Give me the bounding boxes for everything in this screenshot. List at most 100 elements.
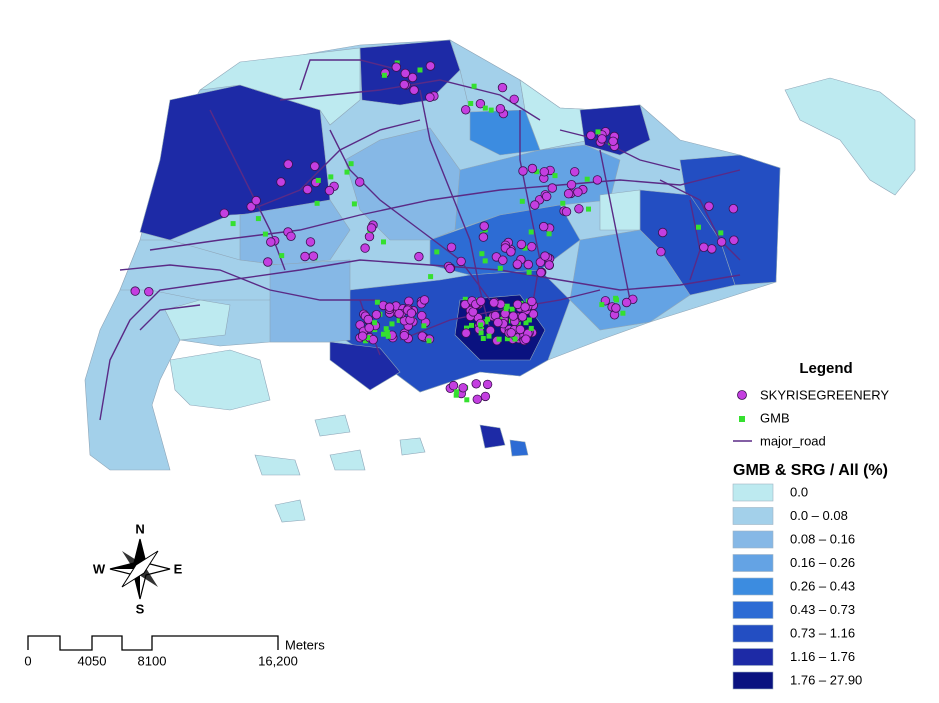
class-label: 0.0 – 0.08 bbox=[790, 508, 848, 523]
region bbox=[509, 439, 529, 457]
skyrise-point bbox=[493, 317, 503, 328]
skyrise-point bbox=[302, 184, 313, 195]
classification-title: GMB & SRG / All (%) bbox=[733, 462, 888, 479]
skyrise-point bbox=[704, 201, 714, 212]
gmb-point bbox=[468, 101, 474, 106]
compass: N S E W bbox=[93, 521, 183, 616]
region bbox=[169, 349, 271, 411]
gmb-point bbox=[586, 206, 591, 212]
skyrise-point bbox=[471, 379, 481, 389]
skyrise-point bbox=[456, 256, 466, 267]
skyrise-point bbox=[573, 187, 583, 197]
class-swatch bbox=[732, 648, 774, 666]
region bbox=[479, 424, 506, 449]
skyrise-point bbox=[611, 303, 621, 313]
gmb-point bbox=[528, 229, 534, 235]
skyrise-point bbox=[417, 311, 427, 321]
skyrise-point bbox=[461, 105, 471, 115]
gmb-point bbox=[462, 296, 468, 302]
gmb-point bbox=[526, 269, 532, 275]
region bbox=[329, 449, 366, 471]
skyrise-point bbox=[445, 263, 455, 274]
skyrise-point bbox=[384, 302, 395, 313]
gmb-point bbox=[482, 258, 488, 264]
gmb-point bbox=[488, 107, 494, 113]
compass-label: N bbox=[135, 521, 144, 536]
skyrise-point bbox=[363, 314, 374, 325]
skyrise-point bbox=[478, 232, 489, 242]
gmb-point bbox=[526, 317, 532, 323]
skyrise-point bbox=[547, 183, 558, 193]
major-road bbox=[139, 304, 201, 331]
skyrise-point bbox=[540, 251, 550, 261]
gmb-point bbox=[262, 231, 268, 237]
skyrise-point bbox=[364, 323, 374, 333]
class-legend: 0.0 0.0 – 0.08 0.08 – 0.16 0.16 – 0.26 0.26 … bbox=[732, 483, 862, 690]
region bbox=[164, 299, 231, 341]
skyrise-point bbox=[561, 206, 572, 217]
gmb-point bbox=[528, 325, 534, 331]
region bbox=[599, 189, 641, 231]
skyrise-point bbox=[399, 79, 410, 90]
gmb-point bbox=[479, 251, 485, 257]
skyrise-point bbox=[360, 243, 370, 253]
class-swatch bbox=[732, 483, 774, 502]
gmb-point bbox=[620, 310, 626, 316]
skyrise-point bbox=[506, 328, 516, 338]
compass-label: S bbox=[136, 601, 145, 616]
skyrise-point bbox=[586, 130, 596, 141]
skyrise-point bbox=[495, 103, 506, 114]
gmb-point bbox=[478, 330, 484, 336]
major-road bbox=[299, 59, 401, 91]
gmb-point bbox=[482, 105, 488, 111]
skyrise-point bbox=[324, 185, 335, 196]
scale-label: 0 bbox=[24, 653, 31, 668]
skyrise-point bbox=[461, 328, 471, 338]
skyrise-point bbox=[699, 242, 709, 253]
gmb-point bbox=[328, 174, 334, 180]
skyrise-point bbox=[394, 309, 404, 319]
gmb-point bbox=[696, 224, 701, 230]
skyrise-point bbox=[357, 331, 368, 341]
major-road bbox=[599, 149, 631, 301]
gmb-point bbox=[504, 336, 510, 342]
gmb-point bbox=[523, 320, 529, 326]
skyrise-point bbox=[300, 251, 310, 262]
skyrise-point bbox=[476, 296, 486, 307]
skyrise-point bbox=[286, 231, 296, 242]
gmb-point bbox=[389, 321, 395, 327]
skyrise-point bbox=[446, 242, 457, 253]
major-road bbox=[119, 264, 380, 301]
legend-symbol bbox=[739, 416, 745, 422]
gmb-point bbox=[512, 336, 518, 342]
skyrise-point bbox=[406, 308, 417, 318]
skyrise-point bbox=[656, 246, 666, 257]
compass-star bbox=[110, 539, 146, 599]
legend-label: GMB bbox=[760, 410, 790, 425]
major-road bbox=[149, 169, 741, 251]
gmb-point bbox=[503, 306, 509, 312]
region bbox=[314, 414, 351, 437]
legend-title: Legend bbox=[799, 360, 852, 377]
class-swatch bbox=[732, 671, 774, 690]
skyrise-point bbox=[527, 241, 537, 252]
class-swatch bbox=[732, 577, 774, 596]
skyrise-point bbox=[407, 72, 418, 83]
gmb-point bbox=[469, 322, 474, 328]
gmb-point bbox=[454, 389, 460, 395]
gmb-point bbox=[718, 230, 724, 236]
skyrise-point bbox=[366, 223, 377, 233]
skyrise-point bbox=[425, 92, 435, 103]
gmb-point bbox=[534, 169, 540, 175]
skyrise-point bbox=[592, 175, 603, 185]
gmb-point bbox=[486, 333, 492, 339]
skyrise-point bbox=[523, 259, 534, 270]
skyrise-point bbox=[448, 380, 459, 391]
gmb-point bbox=[478, 322, 484, 328]
gmb-point bbox=[417, 67, 423, 73]
skyrise-point bbox=[707, 244, 717, 254]
skyrise-point bbox=[308, 251, 319, 261]
skyrise-point bbox=[539, 221, 549, 232]
skyrise-point bbox=[130, 286, 140, 296]
